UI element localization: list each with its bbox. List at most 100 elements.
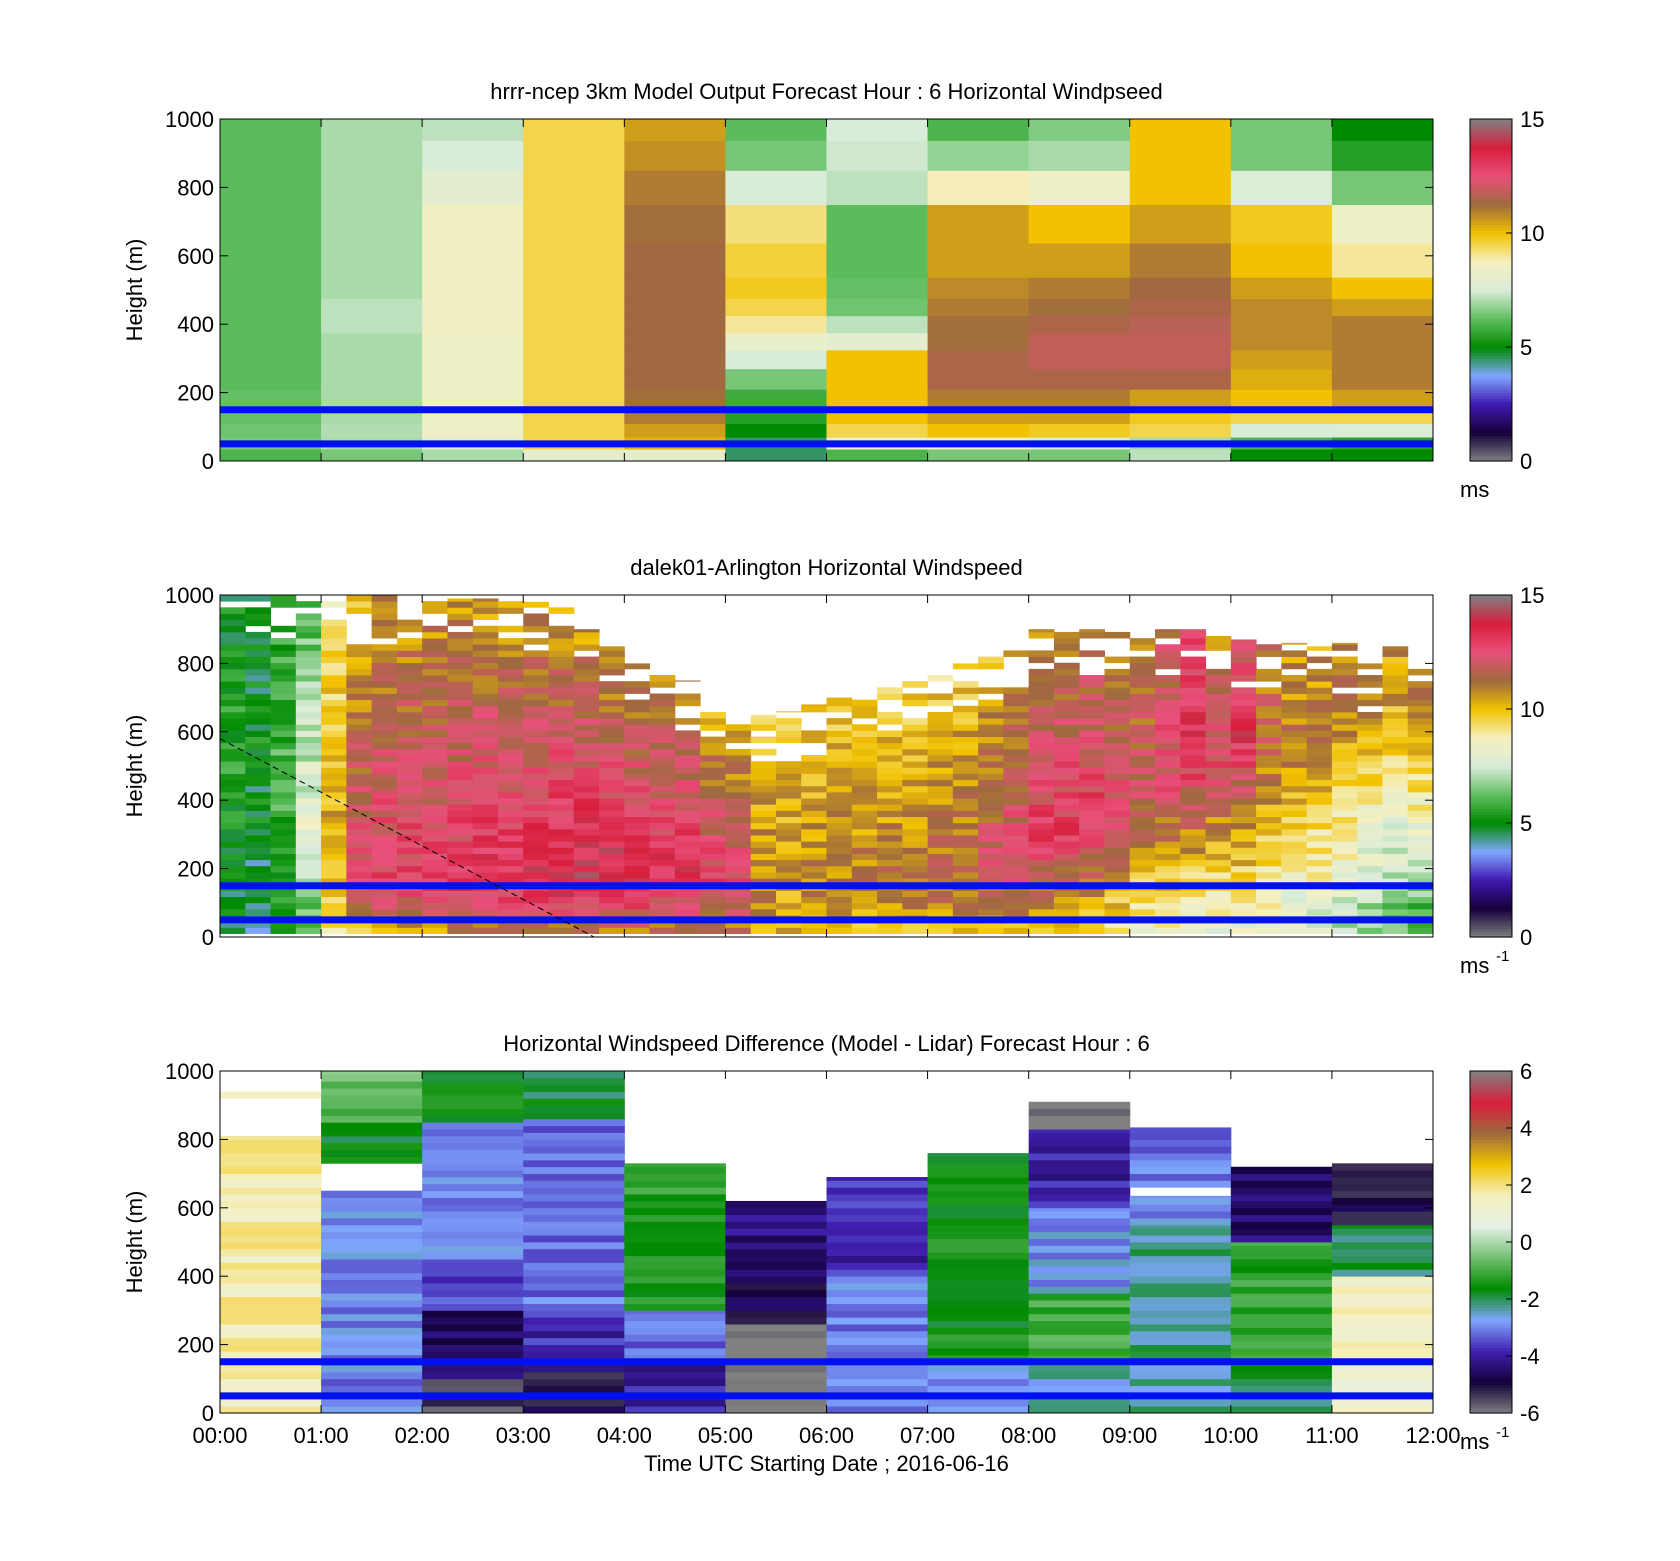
heatmap-cell bbox=[371, 865, 398, 873]
heatmap-cell bbox=[346, 736, 373, 744]
heatmap-cell bbox=[1079, 835, 1105, 842]
heatmap-cell bbox=[902, 718, 929, 725]
heatmap-cell bbox=[1079, 896, 1105, 904]
heatmap-cell bbox=[599, 656, 625, 664]
heatmap-cell bbox=[1256, 828, 1282, 836]
heatmap-cell bbox=[1357, 896, 1383, 904]
colorbar-swatch bbox=[1470, 1344, 1512, 1349]
colorbar-swatch bbox=[1470, 823, 1512, 827]
heatmap-cell bbox=[826, 332, 929, 351]
colorbar-swatch bbox=[1470, 1139, 1512, 1143]
colorbar-swatch bbox=[1470, 857, 1512, 861]
heatmap-cell bbox=[523, 277, 625, 300]
heatmap-cell bbox=[447, 619, 474, 627]
heatmap-cell bbox=[826, 779, 853, 787]
colorbar-swatch bbox=[1470, 737, 1512, 741]
heatmap-cell bbox=[447, 687, 474, 694]
heatmap-cell bbox=[877, 730, 903, 737]
heatmap-cell bbox=[523, 1242, 625, 1250]
heatmap-cell bbox=[1129, 1197, 1232, 1205]
heatmap-cell bbox=[1382, 927, 1409, 934]
heatmap-cell bbox=[422, 1071, 524, 1075]
heatmap-cell bbox=[725, 902, 752, 910]
heatmap-cell bbox=[624, 1378, 726, 1387]
heatmap-cell bbox=[523, 927, 550, 934]
heatmap-cell bbox=[1053, 724, 1080, 731]
heatmap-cell bbox=[1180, 816, 1207, 824]
heatmap-cell bbox=[321, 1327, 423, 1335]
heatmap-cell bbox=[220, 170, 322, 205]
colorbar-swatch bbox=[1470, 290, 1512, 294]
heatmap-cell bbox=[1155, 804, 1181, 811]
colorbar-swatch bbox=[1470, 401, 1512, 405]
heatmap-cell bbox=[1079, 699, 1105, 707]
heatmap-cell bbox=[497, 662, 524, 670]
heatmap-cell bbox=[1129, 656, 1156, 664]
heatmap-cell bbox=[1155, 878, 1181, 885]
heatmap-cell bbox=[1155, 662, 1181, 670]
heatmap-cell bbox=[1155, 656, 1181, 664]
heatmap-cell bbox=[1205, 644, 1232, 651]
heatmap-cell bbox=[624, 1341, 726, 1349]
colorbar-swatch bbox=[1470, 1250, 1512, 1254]
heatmap-cell bbox=[902, 878, 929, 885]
colorbar-swatch bbox=[1470, 697, 1512, 702]
heatmap-cell bbox=[497, 902, 524, 910]
heatmap-cell bbox=[497, 687, 524, 694]
heatmap-cell bbox=[826, 298, 929, 317]
colorbar-swatch bbox=[1470, 1130, 1512, 1135]
colorbar-swatch bbox=[1470, 161, 1512, 166]
heatmap-cell bbox=[1357, 816, 1383, 824]
heatmap-cell bbox=[1230, 1221, 1333, 1229]
heatmap-cell bbox=[523, 1406, 625, 1414]
heatmap-cell bbox=[927, 835, 954, 842]
heatmap-cell bbox=[927, 810, 954, 818]
heatmap-cell bbox=[295, 693, 322, 701]
heatmap-cell bbox=[978, 853, 1004, 861]
heatmap-cell bbox=[978, 718, 1004, 725]
heatmap-cell bbox=[801, 872, 827, 879]
heatmap-cell bbox=[1281, 921, 1308, 928]
heatmap-cell bbox=[321, 1224, 423, 1233]
heatmap-cell bbox=[270, 872, 297, 879]
heatmap-cell bbox=[978, 872, 1004, 879]
heatmap-cell bbox=[1230, 1279, 1333, 1287]
heatmap-cell bbox=[1180, 798, 1207, 805]
heatmap-cell bbox=[1155, 816, 1181, 824]
heatmap-cell bbox=[1028, 368, 1131, 390]
colorbar-swatch bbox=[1470, 1336, 1512, 1340]
colorbar-swatch bbox=[1470, 384, 1512, 388]
heatmap-cell bbox=[1129, 872, 1156, 879]
heatmap-cell bbox=[1281, 859, 1308, 867]
heatmap-cell bbox=[801, 761, 827, 768]
colorbar-swatch bbox=[1470, 133, 1512, 137]
heatmap-cell bbox=[927, 828, 954, 836]
heatmap-cell bbox=[927, 816, 954, 824]
colorbar-swatch bbox=[1470, 811, 1512, 816]
heatmap-cell bbox=[1256, 779, 1282, 787]
heatmap-cell bbox=[573, 631, 600, 639]
heatmap-cell bbox=[1256, 668, 1282, 676]
heatmap-cell bbox=[1079, 859, 1105, 867]
heatmap-cell bbox=[877, 755, 903, 762]
heatmap-cell bbox=[826, 798, 853, 805]
heatmap-cell bbox=[220, 656, 246, 664]
heatmap-cell bbox=[1028, 779, 1055, 787]
heatmap-cell bbox=[270, 668, 297, 676]
heatmap-cell bbox=[447, 607, 474, 614]
heatmap-cell bbox=[1357, 927, 1383, 934]
heatmap-cell bbox=[1028, 277, 1131, 300]
heatmap-cell bbox=[1230, 119, 1333, 141]
heatmap-cell bbox=[472, 859, 499, 867]
heatmap-cell bbox=[624, 878, 651, 885]
heatmap-cell bbox=[270, 681, 297, 688]
heatmap-cell bbox=[220, 1344, 322, 1352]
colorbar-swatch bbox=[1470, 877, 1512, 881]
heatmap-cell bbox=[725, 140, 827, 171]
heatmap-cell bbox=[1104, 804, 1131, 811]
heatmap-cell bbox=[220, 668, 246, 676]
heatmap-cell bbox=[1003, 730, 1030, 737]
heatmap-cell bbox=[523, 1084, 625, 1092]
heatmap-cell bbox=[321, 822, 347, 830]
heatmap-cell bbox=[1155, 748, 1181, 756]
